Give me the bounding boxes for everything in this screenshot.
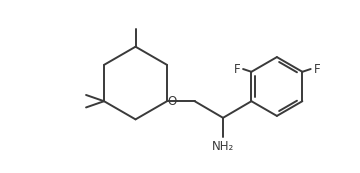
Text: NH₂: NH₂ [212, 140, 234, 153]
Text: O: O [167, 95, 177, 108]
Text: F: F [234, 62, 240, 76]
Text: F: F [314, 62, 320, 76]
